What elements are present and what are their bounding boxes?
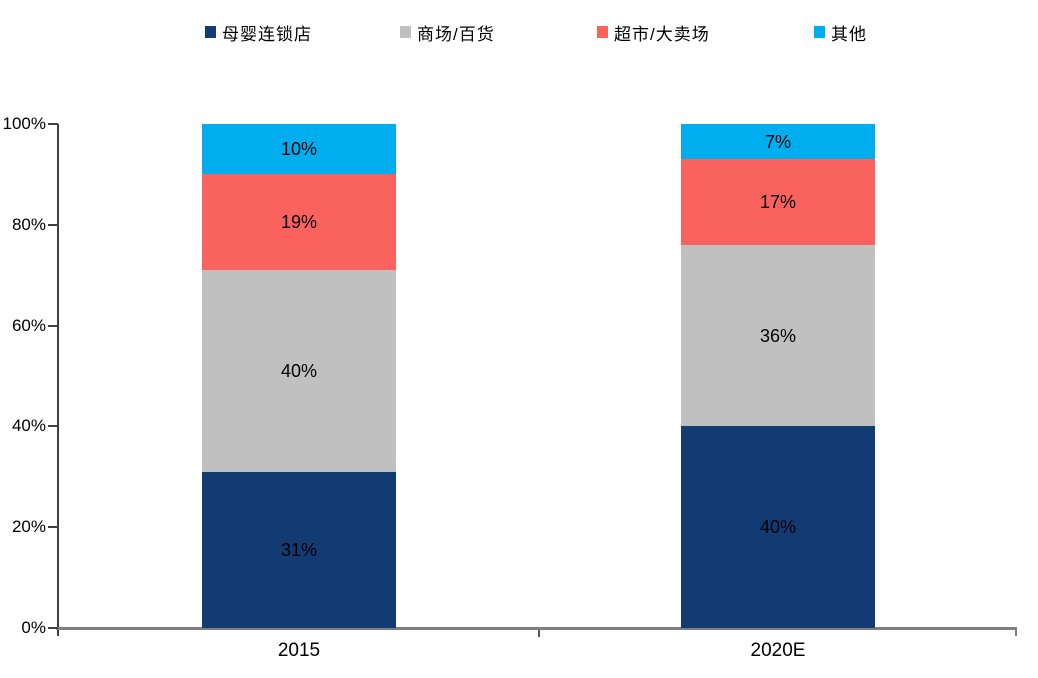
plot-area: 10% 19% 40% 31% 7% 17% 36% 40% bbox=[59, 124, 1017, 628]
x-category-label-2015: 2015 bbox=[277, 640, 321, 661]
legend-label: 商场/百货 bbox=[417, 24, 495, 44]
legend-swatch-icon bbox=[814, 26, 825, 38]
segment-2015-母婴连锁店: 31% bbox=[202, 471, 396, 628]
legend-item-4: 其他 bbox=[814, 22, 867, 44]
segment-value-label: 19% bbox=[280, 212, 318, 233]
segment-2015-商场/百货: 40% bbox=[202, 270, 396, 472]
bar-2015: 10% 19% 40% 31% bbox=[202, 124, 396, 628]
legend-item-2: 商场/百货 bbox=[400, 22, 495, 44]
segment-value-label: 31% bbox=[280, 539, 318, 560]
legend-swatch-icon bbox=[400, 26, 411, 38]
segment-2020E-超市/大卖场: 17% bbox=[681, 159, 875, 245]
segment-value-label: 10% bbox=[280, 139, 318, 160]
segment-value-label: 40% bbox=[280, 360, 318, 381]
legend-swatch-icon bbox=[597, 26, 608, 38]
y-tick-label: 100% bbox=[2, 114, 46, 133]
y-tick-label: 0% bbox=[21, 618, 46, 637]
segment-value-label: 17% bbox=[759, 192, 797, 213]
y-tick-mark bbox=[48, 425, 58, 428]
legend-label: 超市/大卖场 bbox=[614, 24, 710, 44]
bar-2020E: 7% 17% 36% 40% bbox=[681, 124, 875, 628]
legend-label: 母婴连锁店 bbox=[222, 24, 312, 44]
y-tick-label: 20% bbox=[11, 517, 46, 537]
y-tick-label: 40% bbox=[11, 416, 46, 436]
legend-swatch-icon bbox=[205, 26, 216, 38]
y-tick-label: 80% bbox=[11, 214, 46, 234]
segment-2015-超市/大卖场: 19% bbox=[202, 174, 396, 271]
y-tick-label: 60% bbox=[11, 315, 46, 335]
y-axis-line bbox=[57, 124, 59, 636]
segment-2020E-母婴连锁店: 40% bbox=[681, 426, 875, 628]
y-tick-mark bbox=[48, 223, 58, 226]
segment-2020E-其他: 7% bbox=[681, 124, 875, 160]
x-category-label-2020E: 2020E bbox=[750, 640, 806, 661]
segment-value-label: 40% bbox=[759, 517, 797, 538]
y-tick-mark bbox=[48, 324, 58, 327]
legend-item-3: 超市/大卖场 bbox=[597, 22, 710, 44]
segment-2015-其他: 10% bbox=[202, 124, 396, 175]
segment-value-label: 7% bbox=[764, 131, 791, 152]
legend-item-1: 母婴连锁店 bbox=[205, 22, 312, 44]
legend-label: 其他 bbox=[831, 24, 867, 44]
x-mid-tick bbox=[538, 630, 540, 637]
y-tick-mark bbox=[48, 627, 58, 629]
x-end-tick bbox=[1015, 628, 1017, 636]
segment-value-label: 36% bbox=[759, 325, 797, 346]
x-axis-line bbox=[56, 627, 1017, 630]
y-tick-mark bbox=[48, 123, 58, 125]
y-tick-mark bbox=[48, 526, 58, 529]
segment-2020E-商场/百货: 36% bbox=[681, 244, 875, 427]
